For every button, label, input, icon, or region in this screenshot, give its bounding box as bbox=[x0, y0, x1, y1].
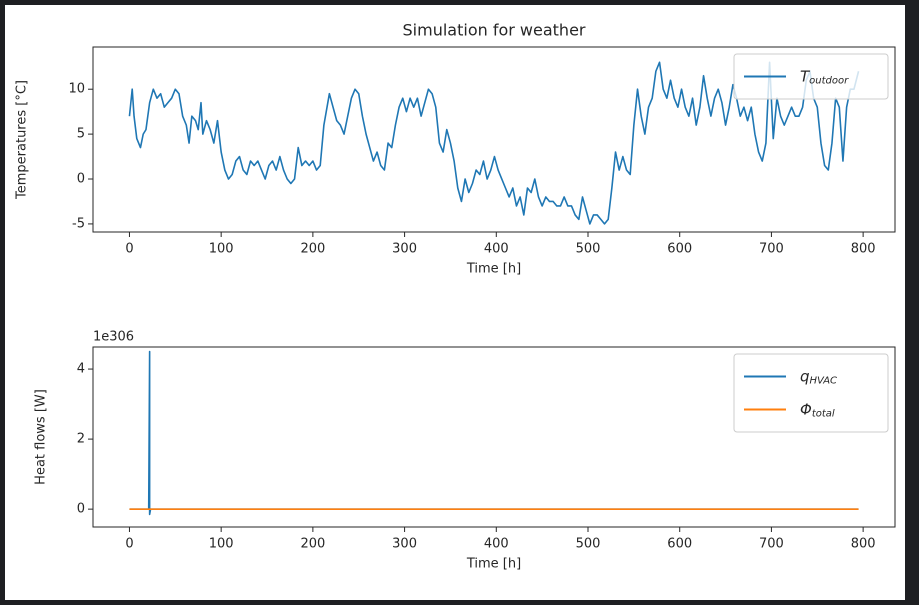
x-tick-label: 200 bbox=[300, 242, 325, 257]
x-tick-label: 500 bbox=[576, 537, 601, 552]
y-tick-label: -5 bbox=[72, 216, 85, 231]
x-axis-label: Time [h] bbox=[466, 557, 521, 572]
legend-box bbox=[733, 53, 889, 100]
y-tick-label: 5 bbox=[77, 127, 85, 142]
axes-frame bbox=[92, 346, 896, 528]
plot-area bbox=[129, 350, 859, 516]
y-tick-label: 0 bbox=[77, 502, 85, 517]
legend-subscript: outdoor bbox=[809, 76, 849, 87]
x-tick-label: 100 bbox=[209, 242, 234, 257]
x-tick-label: 300 bbox=[392, 242, 417, 257]
offset-label: 1e306 bbox=[93, 330, 134, 345]
axes-frame bbox=[92, 46, 896, 233]
y-tick-label: 0 bbox=[77, 172, 85, 187]
x-tick-label: 0 bbox=[125, 537, 133, 552]
y-tick-label: 2 bbox=[77, 432, 85, 447]
x-tick-label: 500 bbox=[576, 242, 601, 257]
legend-label: Toutdoor bbox=[800, 67, 849, 87]
x-tick-label: 400 bbox=[484, 242, 509, 257]
figure-background bbox=[5, 5, 905, 600]
x-tick-label: 700 bbox=[759, 242, 784, 257]
legend-subscript: total bbox=[812, 409, 835, 420]
y-axis-label: Temperatures [°C] bbox=[15, 80, 30, 200]
x-tick-label: 800 bbox=[851, 242, 876, 257]
legend-label: qHVAC bbox=[800, 367, 837, 387]
x-axis-label: Time [h] bbox=[466, 262, 521, 277]
legend-name: q bbox=[800, 367, 810, 385]
legend-subscript: HVAC bbox=[810, 376, 838, 387]
x-tick-label: 700 bbox=[759, 537, 784, 552]
legend-name: T bbox=[800, 67, 811, 85]
x-tick-label: 100 bbox=[209, 537, 234, 552]
legend-name: Φ bbox=[800, 400, 812, 418]
x-tick-label: 200 bbox=[300, 537, 325, 552]
x-tick-label: 600 bbox=[667, 242, 692, 257]
x-tick-label: 400 bbox=[484, 537, 509, 552]
legend-box bbox=[733, 353, 889, 433]
x-tick-label: 800 bbox=[851, 537, 876, 552]
y-axis-label: Heat flows [W] bbox=[34, 389, 49, 485]
chart-title: Simulation for weather bbox=[403, 21, 586, 40]
x-tick-label: 300 bbox=[392, 537, 417, 552]
y-tick-label: 10 bbox=[68, 82, 85, 97]
x-tick-label: 600 bbox=[667, 537, 692, 552]
x-tick-label: 0 bbox=[125, 242, 133, 257]
y-tick-label: 4 bbox=[77, 362, 85, 377]
legend-label: Φtotal bbox=[800, 400, 835, 420]
